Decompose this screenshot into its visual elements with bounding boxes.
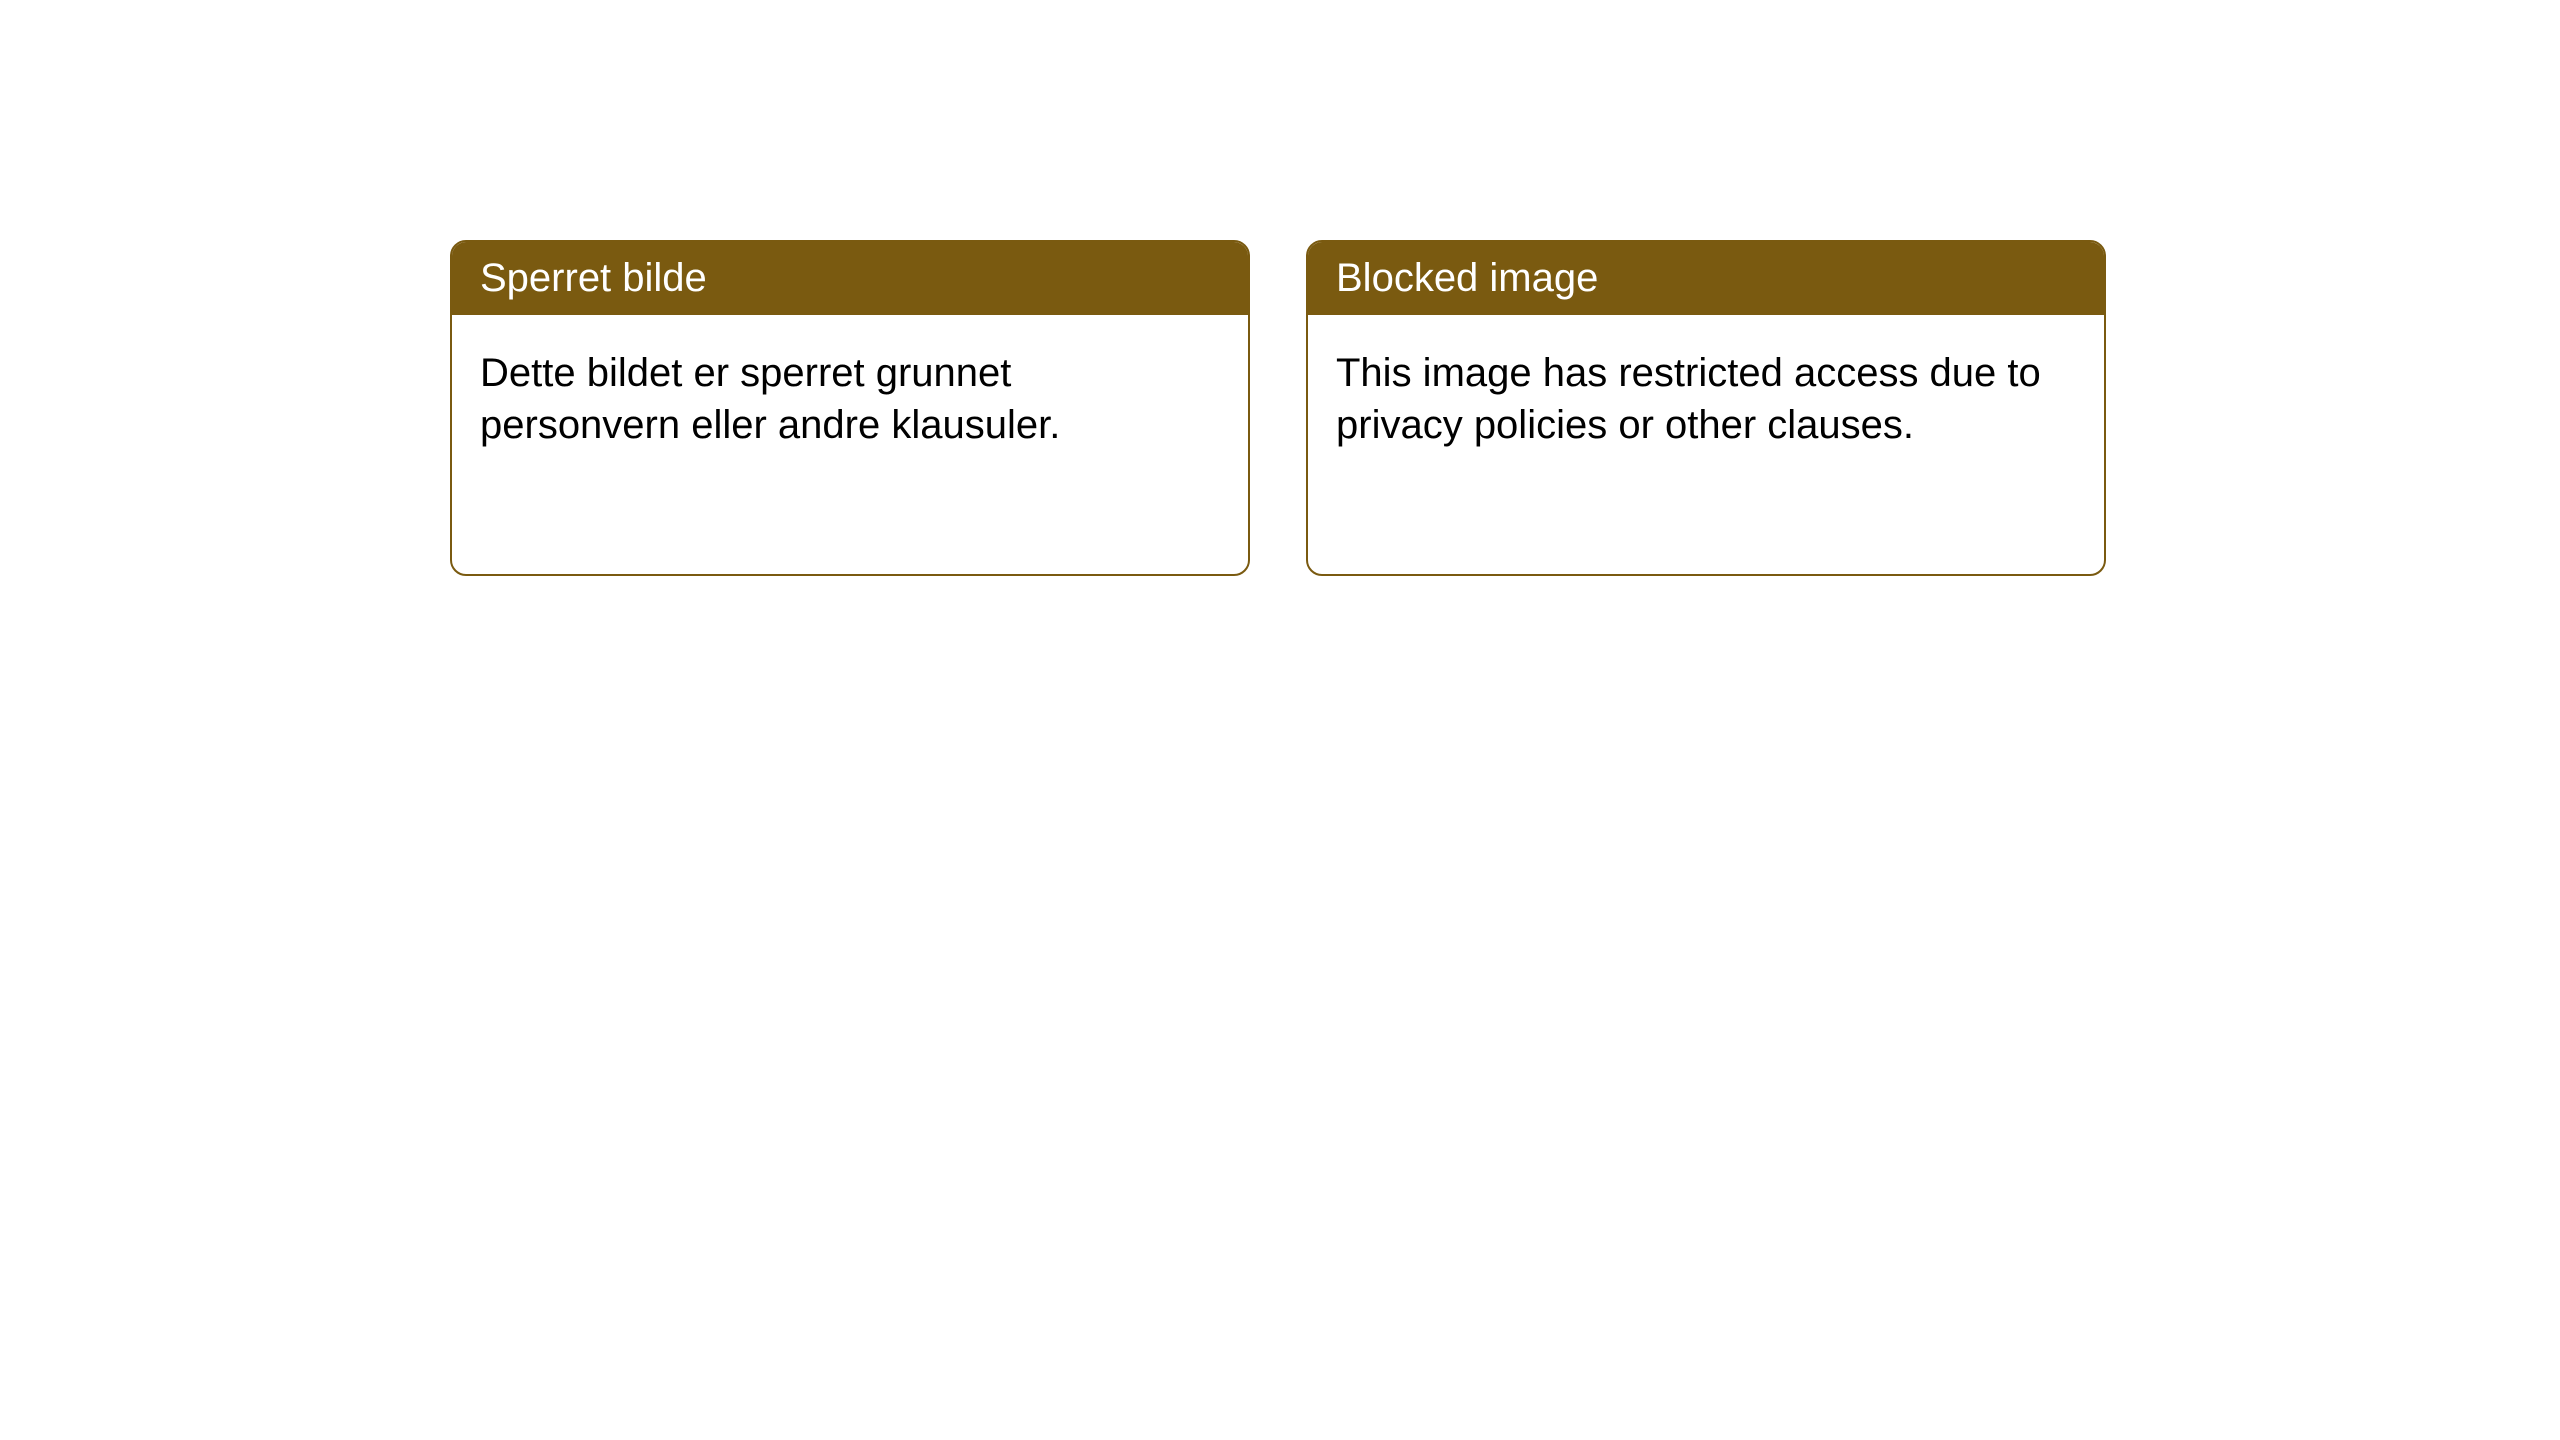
- notice-card-title: Blocked image: [1336, 256, 1598, 300]
- notice-card-body: Dette bildet er sperret grunnet personve…: [452, 315, 1248, 483]
- notice-card-title: Sperret bilde: [480, 256, 707, 300]
- notice-card-message: Dette bildet er sperret grunnet personve…: [480, 351, 1060, 447]
- notice-card-norwegian: Sperret bilde Dette bildet er sperret gr…: [450, 240, 1250, 576]
- notice-card-body: This image has restricted access due to …: [1308, 315, 2104, 483]
- notice-card-english: Blocked image This image has restricted …: [1306, 240, 2106, 576]
- notice-card-header: Sperret bilde: [452, 242, 1248, 315]
- notice-card-header: Blocked image: [1308, 242, 2104, 315]
- notice-cards-container: Sperret bilde Dette bildet er sperret gr…: [450, 240, 2560, 576]
- notice-card-message: This image has restricted access due to …: [1336, 351, 2041, 447]
